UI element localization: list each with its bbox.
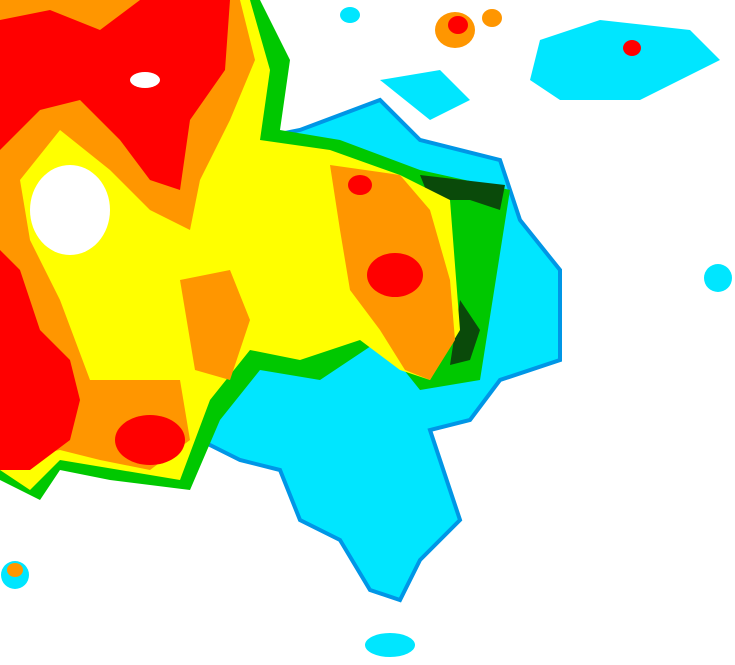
cyan-cell-east [704,264,732,292]
red-cell-north-3 [623,40,641,56]
white-hole-2 [30,165,110,255]
white-hole-1 [130,72,160,88]
heavy-precip-layer [0,0,641,577]
orange-cell-southwest [7,563,23,577]
red-cell-north-1-core [448,16,468,34]
red-core-north [0,0,230,190]
cyan-area-north [530,20,720,100]
red-core-east [367,253,423,297]
cyan-area-streak [380,70,470,120]
cyan-cell-south [365,633,415,657]
cyan-cell-top [340,7,360,23]
red-core-southwest [0,250,80,470]
red-cell-north-2 [482,9,502,27]
red-core-south [115,415,185,465]
orange-area-mid [180,270,250,380]
red-cell-small [348,175,372,195]
